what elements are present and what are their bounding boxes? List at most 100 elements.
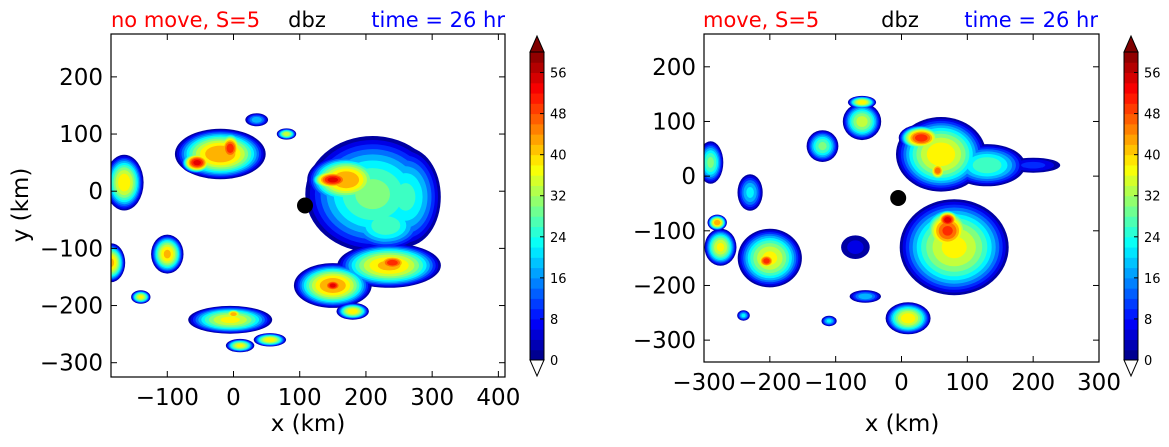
colorbar-segment	[530, 164, 544, 176]
colorbar-extend-min	[1123, 359, 1139, 378]
colorbar-segment	[530, 62, 544, 74]
panel-left-colorbar: 0 8 16 24 32 40 48 56	[529, 34, 567, 378]
contour-band-0-14-38	[118, 173, 131, 192]
panel-left-title-center: dbz	[288, 8, 326, 32]
colorbar-segment	[1124, 123, 1138, 135]
contour-band-0-11-54	[193, 160, 201, 166]
colorbar-segment	[1124, 103, 1138, 115]
y-tick-label: −200	[633, 273, 696, 299]
colorbar-segment	[530, 257, 544, 269]
colorbar-tick-label: 40	[1144, 149, 1161, 164]
panel-right: −300 −200 −100 0 100 200 3002001000−100−200−30…	[633, 8, 1161, 437]
panel-left-ticks: −100 0 100 200 300 400 200 100 0 −100 −200 −300	[40, 34, 520, 411]
colorbar-segment	[530, 195, 544, 207]
x-tick-label: 0	[894, 370, 909, 396]
panel-right-field	[704, 95, 1061, 335]
contour-band-0-6-50	[387, 259, 398, 266]
colorbar-segment	[1124, 288, 1138, 299]
colorbar-segment	[530, 134, 544, 145]
colorbar-segment	[530, 247, 544, 258]
colorbar-segment	[1124, 134, 1138, 145]
contour-band-0-16-42	[111, 258, 115, 267]
panel-left-ylabel: y (km)	[8, 168, 34, 243]
panel-left-frame	[110, 33, 506, 378]
colorbar-segment	[1124, 144, 1138, 156]
colorbar-segment	[1124, 216, 1138, 228]
colorbar-extend-max	[1123, 34, 1139, 53]
colorbar-segment	[1124, 329, 1138, 340]
contour-band-0-13-34	[283, 132, 290, 136]
panel-left-field	[111, 113, 441, 353]
colorbar-segment	[530, 206, 544, 217]
colorbar-segment	[1124, 308, 1138, 320]
colorbar-tick-label: 0	[550, 354, 558, 369]
colorbar-extend-min	[529, 359, 545, 378]
contour-band-1-21-22	[741, 313, 746, 318]
y-tick-label: −100	[40, 236, 103, 262]
colorbar-segment	[530, 103, 544, 115]
colorbar-segment	[530, 298, 544, 310]
colorbar-segment	[530, 318, 544, 330]
contour-band-0-19-38	[138, 295, 143, 299]
y-tick-label: 200	[652, 55, 696, 81]
colorbar-tick-label: 32	[550, 190, 567, 205]
colorbar-segment	[1124, 72, 1138, 84]
colorbar-extend-max	[529, 34, 545, 53]
colorbar-segment	[1124, 247, 1138, 258]
y-tick-label: 100	[59, 122, 103, 148]
colorbar-segment	[1124, 175, 1138, 186]
colorbar-segment	[1124, 185, 1138, 197]
colorbar-segment	[530, 175, 544, 186]
contour-band-1-6-50	[942, 226, 953, 236]
colorbar-tick-label: 16	[550, 272, 567, 287]
colorbar-segment	[530, 236, 544, 248]
contour-band-0-17-38	[220, 316, 240, 323]
colorbar-tick-label: 8	[1144, 313, 1152, 328]
contour-band-1-3-26	[972, 157, 1002, 174]
colorbar-segment	[530, 93, 544, 104]
colorbar-segment	[530, 216, 544, 228]
x-tick-label: −100	[804, 370, 867, 396]
contour-band-1-13-50	[763, 258, 770, 264]
x-tick-label: 200	[344, 385, 388, 411]
colorbar-segment	[1124, 154, 1138, 166]
colorbar-segment	[530, 339, 544, 351]
contour-band-1-19-18	[858, 293, 873, 300]
colorbar-segment	[1124, 206, 1138, 217]
colorbar-segment	[1124, 349, 1138, 361]
colorbar-segment	[530, 288, 544, 299]
contour-band-0-8-54	[329, 283, 336, 288]
contour-band-0-20-38	[236, 344, 244, 348]
x-tick-label: 400	[476, 385, 520, 411]
colorbar-frame	[529, 51, 545, 361]
colorbar-segment	[1124, 93, 1138, 104]
colorbar-tick-label: 40	[550, 149, 567, 164]
contour-band-0-12-50	[226, 143, 234, 153]
colorbar-segment	[530, 72, 544, 84]
contour-band-1-16-30	[707, 157, 714, 168]
contour-band-0-15-42	[163, 249, 171, 259]
colorbar-segment	[530, 113, 544, 125]
x-tick-label: 100	[278, 385, 322, 411]
panel-right-title-center: dbz	[881, 8, 919, 32]
panel-left-title-left: no move, S=5	[111, 8, 260, 32]
y-tick-label: 0	[88, 179, 103, 205]
colorbar-segment	[530, 349, 544, 361]
colorbar-segment	[1124, 113, 1138, 125]
panel-left-xlabel: x (km)	[271, 411, 346, 437]
colorbar-segment	[1124, 339, 1138, 351]
panel-right-xlabel: x (km)	[865, 411, 940, 437]
contour-band-1-8-38	[901, 313, 916, 324]
x-tick-label: 300	[1077, 370, 1121, 396]
colorbar-segment	[1124, 164, 1138, 176]
contour-band-0-1-26	[396, 183, 416, 211]
contour-band-1-10-30	[818, 142, 827, 151]
colorbar-tick-label: 24	[1144, 231, 1161, 246]
colorbar-segment	[1124, 82, 1138, 94]
contour-band-1-1-50	[915, 134, 928, 142]
contour-band-1-0-38	[926, 142, 956, 167]
contour-band-1-11-38	[857, 100, 867, 105]
storm-center-marker	[890, 190, 907, 206]
panel-right-title-right: time = 26 hr	[964, 8, 1098, 32]
colorbar-tick-label: 48	[1144, 108, 1161, 123]
